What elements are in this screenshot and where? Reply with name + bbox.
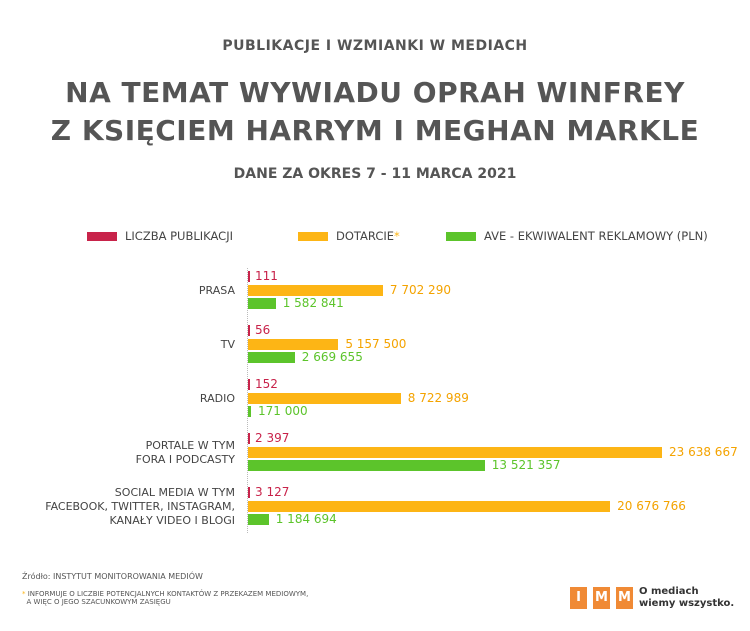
tagline-1: O mediach [639, 586, 699, 597]
bar [248, 446, 662, 458]
logo-letter: M [593, 587, 610, 609]
bar [248, 379, 250, 390]
footnote-mark: * [22, 590, 26, 598]
source-note: Źródło: INSTYTUT MONITOROWANIA MEDIÓW [22, 572, 203, 581]
legend-label: LICZBA PUBLIKACJI [125, 229, 233, 243]
category-label-line: TV [220, 338, 235, 351]
data-label: 3 127 [255, 485, 290, 499]
bar [248, 460, 485, 471]
category-label-line: PRASA [198, 284, 235, 297]
bar [248, 352, 295, 363]
category-label-line: SOCIAL MEDIA W TYM [114, 486, 235, 499]
data-label: 1 582 841 [282, 296, 344, 310]
legend-swatch [87, 231, 117, 241]
data-label: 56 [255, 323, 271, 337]
category-label-line: RADIO [199, 392, 235, 405]
category-label: PORTALE W TYM FORA I PODCASTY [136, 439, 235, 467]
legend-label: DOTARCIE [336, 229, 395, 243]
data-label: 111 [255, 269, 278, 283]
legend-ave: AVE - EKWIWALENT REKLAMOWY (PLN) [446, 229, 708, 243]
footnote: * INFORMUJE O LICZBIE POTENCJALNYCH KONT… [22, 590, 308, 606]
bar [248, 338, 339, 350]
category-label-line: PORTALE W TYM [145, 439, 235, 452]
bar [248, 271, 250, 282]
logo-letter: M [616, 587, 633, 609]
tagline-2: wiemy wszystko. [639, 598, 735, 609]
bar [248, 392, 401, 404]
data-label: 8 722 989 [407, 390, 469, 405]
logo-tagline: O mediach wiemy wszystko. [639, 586, 734, 610]
bar [248, 500, 611, 512]
data-label: 23 638 667 [669, 444, 738, 459]
data-label: 2 669 655 [301, 350, 363, 364]
bar [248, 487, 250, 498]
supertitle: PUBLIKACJE I WZMIANKI W MEDIACH [222, 38, 528, 54]
legend-swatch [446, 231, 476, 241]
subtitle: DANE ZA OKRES 7 - 11 MARCA 2021 [233, 166, 517, 182]
legend-publications: LICZBA PUBLIKACJI [87, 229, 233, 243]
title-line-1: NA TEMAT WYWIADU OPRAH WINFREY [65, 76, 685, 109]
category-label: SOCIAL MEDIA W TYM FACEBOOK, TWITTER, INS… [45, 486, 235, 528]
bar [248, 284, 383, 296]
category-label: TV [221, 338, 235, 352]
bar [248, 514, 269, 525]
category-label: RADIO [200, 392, 235, 406]
footnote-line-1: INFORMUJE O LICZBIE POTENCJALNYCH KONTAK… [27, 590, 309, 598]
legend-swatch [298, 231, 328, 241]
bar [248, 406, 251, 417]
bar [248, 298, 276, 309]
category-label-line: FACEBOOK, TWITTER, INSTAGRAM, [45, 500, 235, 513]
legend-reach: DOTARCIE * [298, 229, 400, 243]
data-label: 152 [255, 377, 278, 391]
data-label: 13 521 357 [491, 458, 561, 472]
data-label: 1 184 694 [275, 512, 337, 526]
legend-asterisk: * [394, 229, 400, 243]
data-label: 20 676 766 [617, 498, 686, 513]
data-label: 5 157 500 [345, 336, 407, 351]
data-label: 7 702 290 [389, 282, 451, 297]
bar [248, 433, 250, 444]
category-label-line: FORA I PODCASTY [135, 453, 235, 466]
category-label: PRASA [199, 284, 235, 298]
bar [248, 325, 250, 336]
category-label-line: KANAŁY VIDEO I BLOGI [109, 514, 236, 527]
logo-letter: I [570, 587, 587, 609]
title-line-2: Z KSIĘCIEM HARRYM I MEGHAN MARKLE [50, 114, 700, 147]
data-label: 2 397 [255, 431, 290, 445]
axis-line [247, 268, 248, 533]
footnote-line-2: A WIĘC O JEGO SZACUNKOWYM ZASIĘGU [26, 598, 171, 606]
legend-label: AVE - EKWIWALENT REKLAMOWY (PLN) [484, 229, 708, 243]
data-label: 171 000 [258, 404, 308, 418]
